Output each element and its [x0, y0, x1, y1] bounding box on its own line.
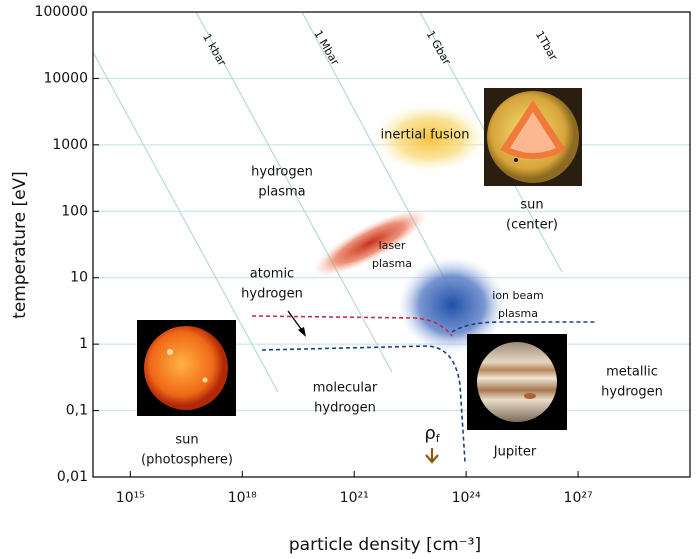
y-axis-label: temperature [eV] — [10, 171, 30, 319]
ion-beam-region — [398, 257, 506, 353]
y-tick-label: 10000 — [43, 70, 88, 86]
plot-frame — [92, 11, 691, 478]
region-label: atomic — [250, 267, 294, 282]
metallization-line — [451, 321, 596, 333]
pointer-arrowhead — [298, 327, 306, 337]
region-label: hydrogen — [314, 401, 376, 416]
region-label: plasma — [372, 257, 412, 270]
y-tick-label: 0,01 — [57, 469, 88, 485]
region-label: (center) — [506, 218, 558, 233]
dissociation-line — [251, 315, 453, 337]
y-tick-label: 10 — [70, 270, 88, 286]
region-label: hydrogen — [601, 385, 663, 400]
x-tick-label: 10¹⁵ — [116, 490, 145, 506]
region-label: inertial fusion — [380, 128, 469, 143]
density-arrow — [425, 448, 439, 464]
y-tick-label: 1 — [79, 336, 88, 352]
region-label: Jupiter — [493, 445, 537, 460]
region-label: hydrogen — [241, 287, 303, 302]
sun-photosphere-image — [137, 320, 236, 416]
region-label: plasma — [498, 307, 538, 320]
y-tick-label: 100000 — [35, 4, 88, 20]
isobar-label: 1 kbar — [200, 31, 229, 68]
x-tick-label: 10²¹ — [340, 490, 369, 506]
density-subscript: f — [436, 432, 441, 445]
isobar-line — [195, 11, 393, 373]
phase-boundaries — [251, 315, 596, 463]
region-label: laser — [379, 239, 406, 252]
density-symbol: ρ — [424, 423, 435, 444]
region-label: hydrogen — [251, 165, 313, 180]
region-label: (photosphere) — [141, 453, 233, 468]
y-tick-label: 1000 — [52, 137, 88, 153]
density-marker: ρf — [424, 423, 440, 445]
region-label: plasma — [258, 185, 305, 200]
inertial-fusion-region — [374, 104, 486, 172]
isobar-label: 1Tbar — [533, 29, 560, 64]
region-label: molecular — [313, 381, 378, 396]
isobar-label: 1 Mbar — [311, 28, 342, 68]
x-tick-label: 10²⁷ — [564, 490, 593, 506]
x-tick-label: 10²⁴ — [452, 490, 481, 506]
region-label: ion beam — [492, 289, 543, 302]
region-label: sun — [520, 198, 543, 213]
laser-plasma-region — [312, 209, 428, 277]
molecular-boundary — [261, 345, 466, 463]
isobar-line — [92, 51, 279, 393]
region-label: sun — [175, 433, 198, 448]
y-tick-label: 100 — [61, 203, 88, 219]
x-tick-label: 10¹⁸ — [228, 490, 257, 506]
isobar-label: 1 Gbar — [423, 28, 453, 67]
x-axis-label: particle density [cm⁻³] — [289, 535, 481, 555]
sun-center-image — [484, 88, 582, 186]
region-label: metallic — [606, 365, 658, 380]
y-tick-label: 0,1 — [66, 403, 88, 419]
jupiter-image — [467, 334, 567, 430]
